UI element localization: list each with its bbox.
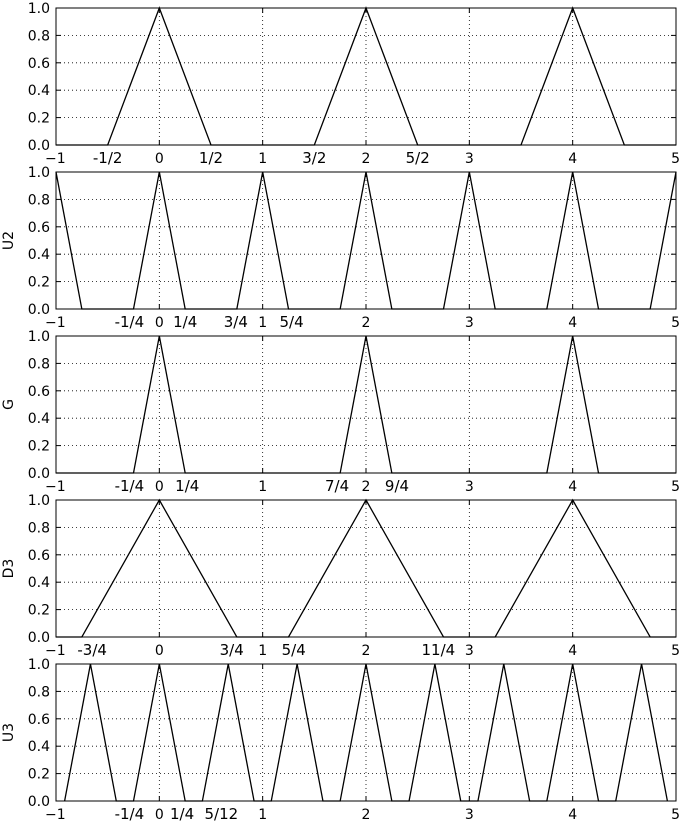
x-tick-label: 0 (155, 807, 164, 823)
y-tick-label: 0.2 (28, 439, 50, 455)
annotation-label: 3/2 (302, 149, 326, 167)
annotation-label: 9/4 (385, 477, 409, 495)
x-tick-label: 0 (155, 479, 164, 495)
annotation-label: 1/4 (173, 313, 197, 331)
x-tick-label: 2 (362, 151, 371, 167)
annotation-label: -1/4 (115, 477, 145, 495)
x-tick-label: −1 (45, 643, 66, 659)
annotation-label: -1/4 (115, 805, 145, 823)
x-tick-label: 4 (568, 315, 577, 331)
annotation-label: 3/4 (220, 641, 244, 659)
x-tick-label: 1 (258, 315, 267, 331)
x-tick-label: 3 (465, 151, 474, 167)
x-tick-label: 3 (465, 643, 474, 659)
annotation-label: 5/2 (406, 149, 430, 167)
y-tick-label: 0.8 (28, 356, 50, 372)
x-tick-label: 2 (362, 315, 371, 331)
x-tick-label: 5 (671, 643, 680, 659)
y-tick-label: 1.0 (28, 1, 50, 17)
y-tick-label: 0.8 (28, 520, 50, 536)
panel-3: −1 0 1 2 3 4 5 0.0 0.2 0.4 0.6 0.8 1.0 G -1/4 1/4 7/4 9/4 (1, 329, 680, 495)
y-axis-label: U2 (1, 231, 17, 250)
x-tick-label: 5 (671, 479, 680, 495)
x-tick-label: 1 (258, 479, 267, 495)
x-tick-label: 0 (155, 151, 164, 167)
y-tick-label: 0.2 (28, 767, 50, 783)
y-tick-label: 0.4 (28, 247, 50, 263)
x-tick-label: 0 (155, 315, 164, 331)
panel-2: −1 0 1 2 3 4 5 0.0 0.2 0.4 0.6 0.8 1.0 U2 -1/4 1/4 3/4 5/… (1, 165, 680, 331)
x-tick-label: 4 (568, 151, 577, 167)
y-tick-label: 0.6 (28, 548, 50, 564)
y-tick-label: 0.8 (28, 192, 50, 208)
x-tick-label: −1 (45, 151, 66, 167)
x-tick-label: −1 (45, 807, 66, 823)
y-tick-label: 0.4 (28, 575, 50, 591)
y-axis-label: G (1, 399, 17, 410)
x-tick-label: 5 (671, 315, 680, 331)
panel-1: −1 0 1 2 3 4 5 0.0 0.2 0.4 0.6 0.8 1.0 -1/2 1/2 3/2 5/2 (28, 1, 680, 167)
annotation-label: 7/4 (325, 477, 349, 495)
annotation-label: 1/4 (175, 477, 199, 495)
y-tick-label: 0.0 (28, 466, 50, 482)
x-tick-label: 4 (568, 807, 577, 823)
x-tick-label: 3 (465, 479, 474, 495)
annotation-label: 5/12 (204, 805, 238, 823)
y-tick-label: 1.0 (28, 329, 50, 345)
y-tick-label: 0.2 (28, 111, 50, 127)
y-tick-label: 0.8 (28, 684, 50, 700)
annotation-label: 1/4 (170, 805, 194, 823)
x-tick-label: 1 (258, 643, 267, 659)
annotation-label: 5/4 (282, 641, 306, 659)
x-tick-label: 2 (362, 643, 371, 659)
x-tick-label: −1 (45, 479, 66, 495)
panel-4: −1 0 1 2 3 4 5 0.0 0.2 0.4 0.6 0.8 1.0 D3 -3/4 3/4 5/4 11… (1, 493, 680, 659)
y-tick-label: 0.4 (28, 411, 50, 427)
x-tick-label: −1 (45, 315, 66, 331)
y-axis-label: D3 (1, 559, 17, 579)
x-tick-label: 2 (362, 807, 371, 823)
y-tick-label: 0.0 (28, 138, 50, 154)
y-tick-label: 0.6 (28, 384, 50, 400)
x-tick-label: 5 (671, 151, 680, 167)
annotation-label: 5/4 (280, 313, 304, 331)
x-tick-label: 0 (155, 643, 164, 659)
y-tick-label: 0.0 (28, 794, 50, 810)
y-tick-label: 0.2 (28, 603, 50, 619)
y-tick-label: 1.0 (28, 165, 50, 181)
y-tick-label: 0.6 (28, 712, 50, 728)
y-tick-label: 0.4 (28, 83, 50, 99)
y-tick-label: 0.2 (28, 275, 50, 291)
x-tick-label: 3 (465, 315, 474, 331)
x-tick-label: 5 (671, 807, 680, 823)
y-tick-label: 0.4 (28, 739, 50, 755)
y-tick-label: 1.0 (28, 657, 50, 673)
x-tick-label: 1 (258, 151, 267, 167)
annotation-label: 3/4 (224, 313, 248, 331)
panel-5: −1 0 1 2 3 4 5 0.0 0.2 0.4 0.6 0.8 1.0 U3 -1/4 1/4 5/12 (1, 657, 680, 823)
annotation-label: 1/2 (199, 149, 223, 167)
annotation-label: -1/4 (115, 313, 145, 331)
x-tick-label: 3 (465, 807, 474, 823)
y-tick-label: 0.6 (28, 56, 50, 72)
y-tick-label: 0.8 (28, 28, 50, 44)
x-tick-label: 4 (568, 643, 577, 659)
x-tick-label: 4 (568, 479, 577, 495)
y-tick-label: 0.0 (28, 302, 50, 318)
y-tick-label: 0.0 (28, 630, 50, 646)
y-axis-label: U3 (1, 723, 17, 742)
y-tick-label: 1.0 (28, 493, 50, 509)
x-tick-label: 1 (258, 807, 267, 823)
y-tick-label: 0.6 (28, 220, 50, 236)
x-tick-label: 2 (362, 479, 371, 495)
annotation-label: 11/4 (421, 641, 455, 659)
annotation-label: -1/2 (93, 149, 123, 167)
annotation-label: -3/4 (77, 641, 107, 659)
